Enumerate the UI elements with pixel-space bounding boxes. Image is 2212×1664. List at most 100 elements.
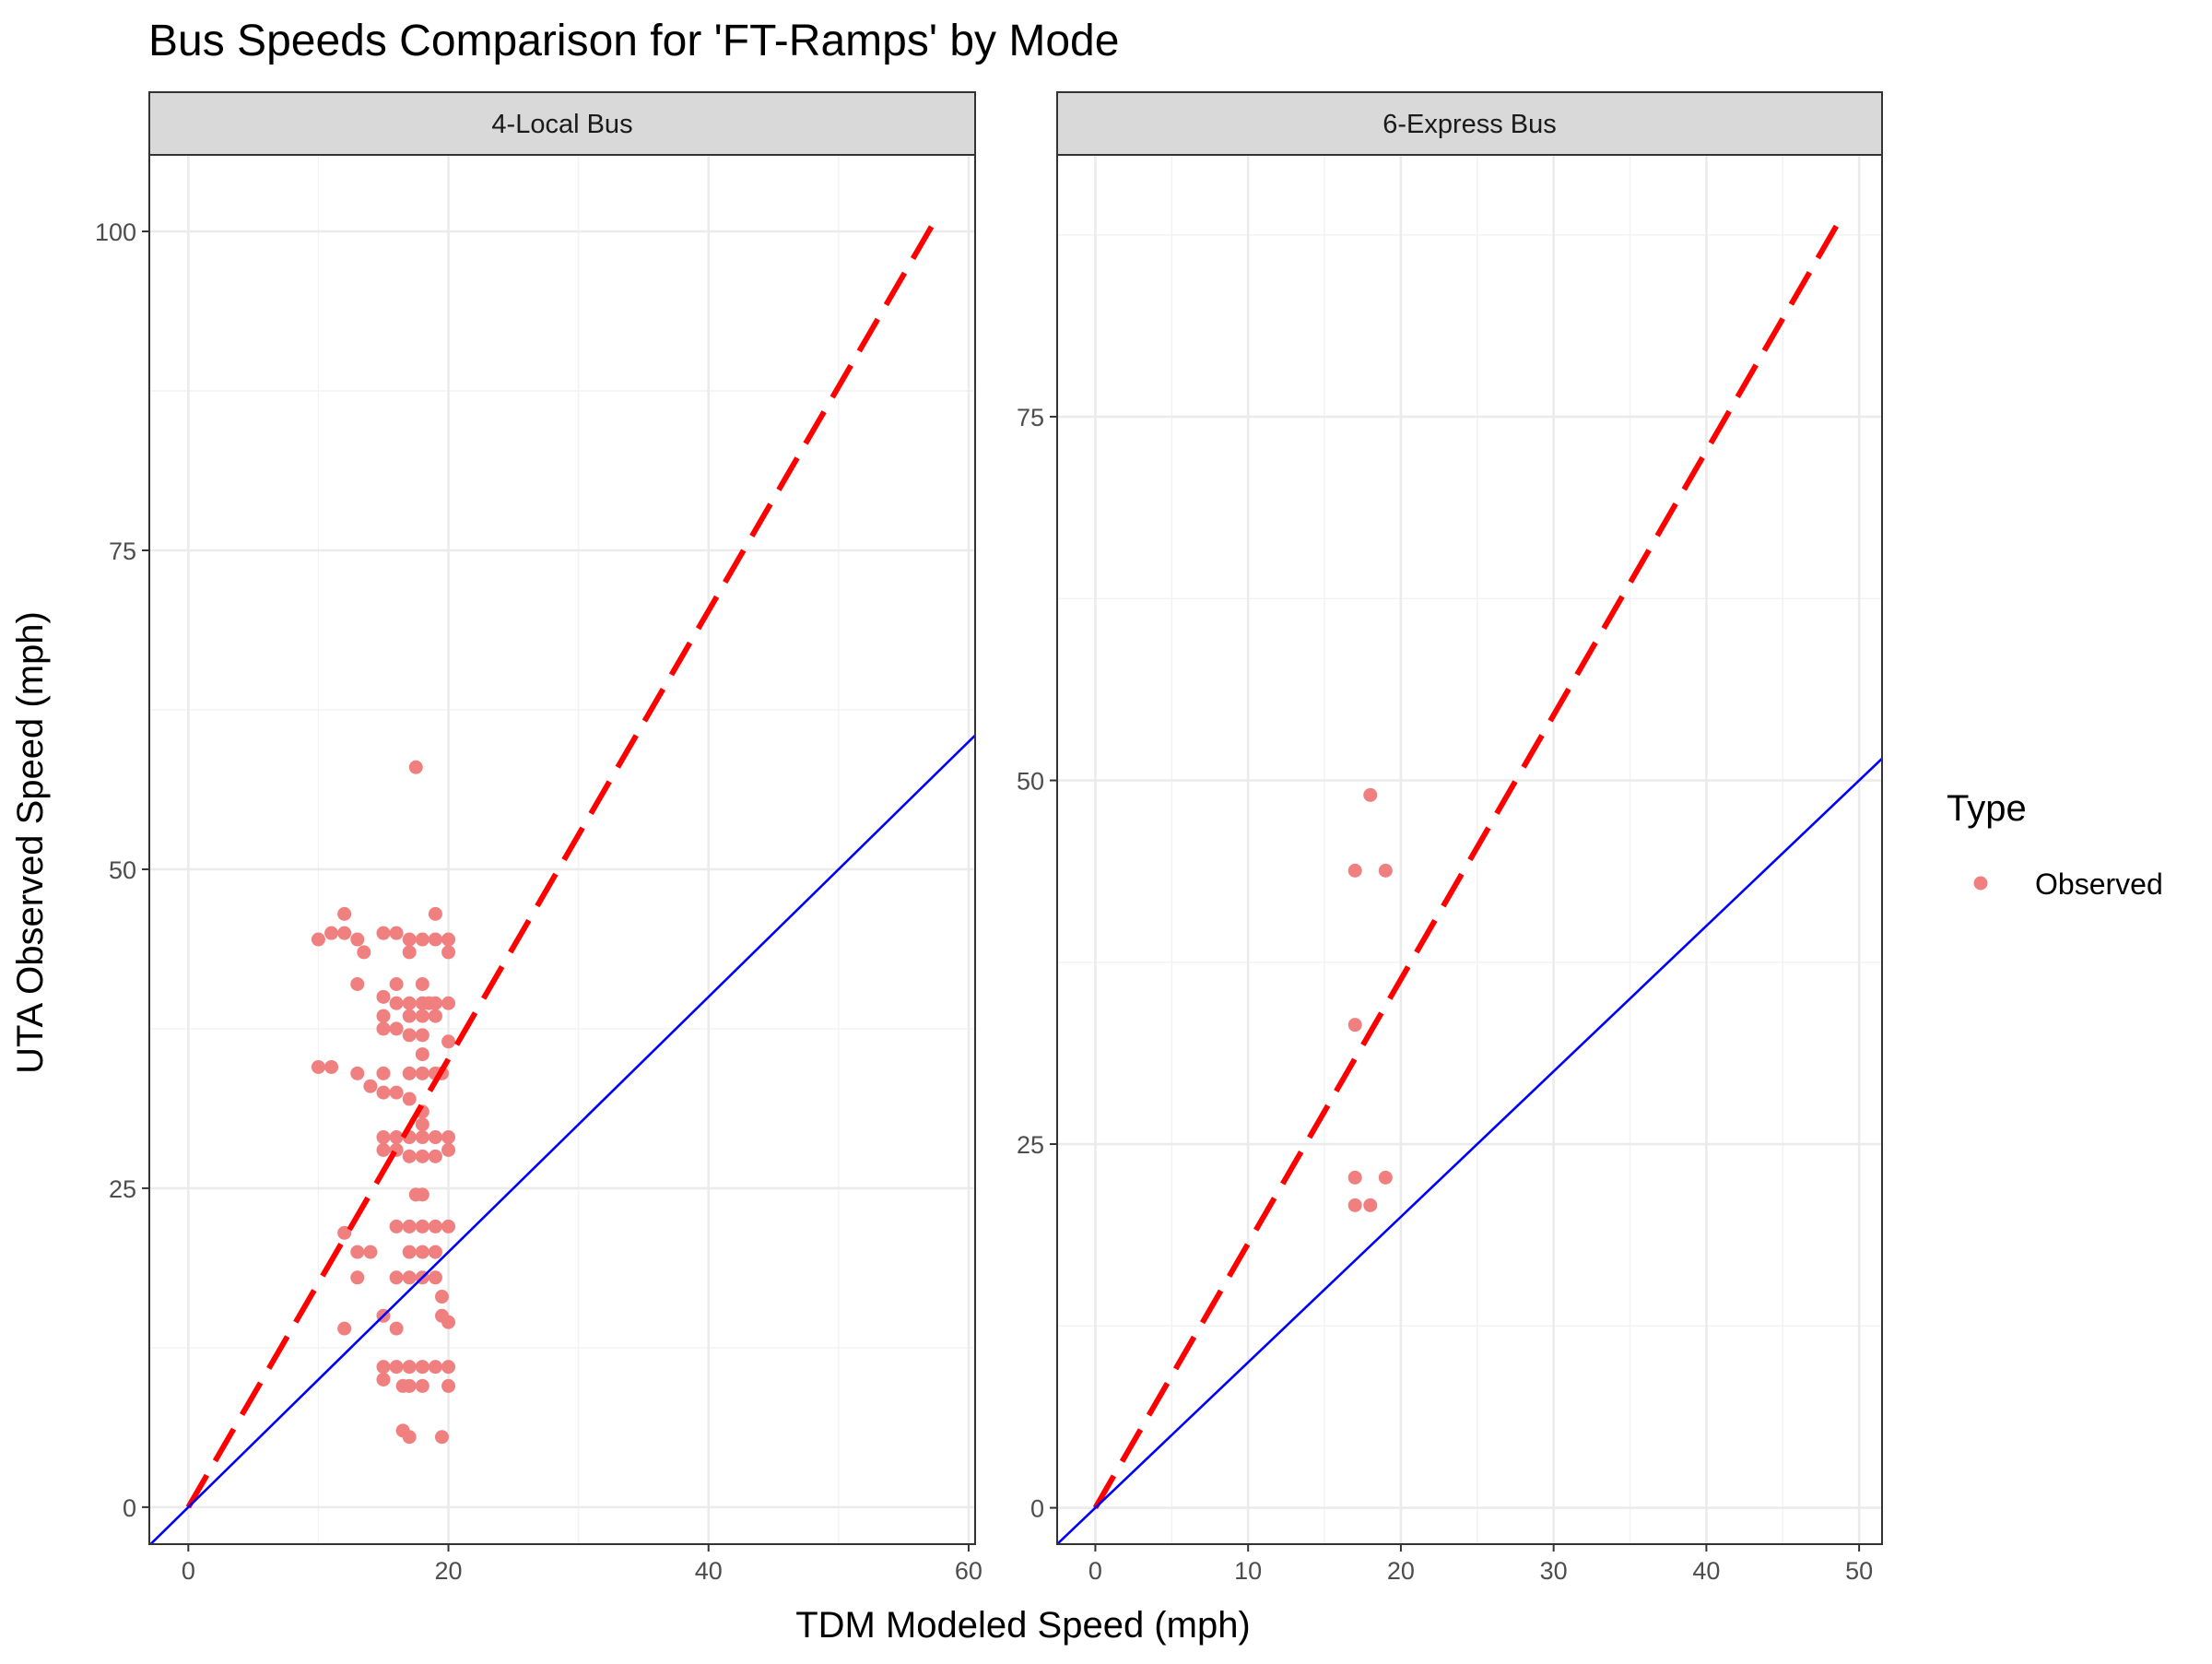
data-point bbox=[415, 1219, 429, 1233]
data-point bbox=[415, 1360, 429, 1375]
data-point bbox=[1363, 1198, 1378, 1212]
facet-strip-label: 6-Express Bus bbox=[1382, 110, 1557, 139]
data-point bbox=[428, 1149, 442, 1163]
data-point bbox=[428, 1130, 442, 1145]
panel-border bbox=[1056, 154, 1883, 1545]
data-point bbox=[376, 1360, 391, 1375]
data-point bbox=[415, 976, 429, 991]
facet-strip-label: 4-Local Bus bbox=[491, 110, 632, 139]
data-point bbox=[415, 1047, 429, 1062]
y-tick-label: 75 bbox=[109, 537, 136, 565]
data-point bbox=[324, 926, 339, 940]
x-tick-label: 30 bbox=[1540, 1557, 1568, 1585]
data-point bbox=[1347, 863, 1362, 878]
data-point bbox=[350, 1245, 365, 1259]
data-point bbox=[402, 1028, 417, 1043]
data-point bbox=[376, 926, 391, 940]
chart-title: Bus Speeds Comparison for 'FT-Ramps' by … bbox=[148, 17, 1119, 65]
data-point bbox=[441, 945, 456, 960]
data-point bbox=[415, 1245, 429, 1259]
data-point bbox=[363, 1245, 378, 1259]
data-point bbox=[1378, 863, 1393, 878]
panel-background bbox=[149, 155, 975, 1544]
data-point bbox=[441, 1130, 456, 1145]
y-tick-label: 75 bbox=[1017, 404, 1044, 431]
data-point bbox=[1347, 1170, 1362, 1185]
data-point bbox=[1347, 1198, 1362, 1212]
data-point bbox=[441, 996, 456, 1010]
facet-strip bbox=[1056, 91, 1883, 156]
facet-panel-1: 4-Local Bus 0 20 40 60 0 25 50 75 100 bbox=[95, 91, 982, 1585]
data-point bbox=[350, 1066, 365, 1080]
legend-title: Type bbox=[1947, 788, 2027, 829]
data-point bbox=[441, 1378, 456, 1393]
panel-background bbox=[1057, 155, 1882, 1544]
x-tick-label: 0 bbox=[1088, 1557, 1102, 1585]
data-point bbox=[389, 1321, 404, 1336]
data-point bbox=[1363, 787, 1378, 802]
data-point bbox=[389, 1219, 404, 1233]
data-point bbox=[389, 976, 404, 991]
data-point bbox=[402, 1430, 417, 1445]
data-point bbox=[337, 1321, 352, 1336]
facet-strip bbox=[148, 91, 976, 156]
data-point bbox=[428, 906, 442, 921]
legend-key-observed bbox=[1973, 876, 1988, 891]
data-point bbox=[337, 926, 352, 940]
data-point bbox=[441, 932, 456, 947]
data-point bbox=[428, 932, 442, 947]
data-point bbox=[434, 1290, 449, 1304]
data-point bbox=[408, 760, 423, 774]
data-point bbox=[389, 1130, 404, 1145]
data-point bbox=[402, 1270, 417, 1285]
data-point bbox=[1347, 1018, 1362, 1033]
y-tick-label: 0 bbox=[123, 1494, 136, 1522]
data-point bbox=[376, 1021, 391, 1036]
data-point bbox=[428, 1270, 442, 1285]
data-point bbox=[350, 976, 365, 991]
data-point bbox=[357, 945, 371, 960]
data-point bbox=[428, 996, 442, 1010]
data-point bbox=[337, 1225, 352, 1240]
data-point bbox=[376, 1085, 391, 1100]
data-point bbox=[441, 1360, 456, 1375]
x-tick-label: 20 bbox=[435, 1557, 463, 1585]
x-tick-label: 40 bbox=[695, 1557, 723, 1585]
x-tick-label: 60 bbox=[955, 1557, 982, 1585]
dashed-reference-line bbox=[1092, 211, 1847, 1510]
identity-line bbox=[1057, 757, 1882, 1544]
identity-line bbox=[149, 734, 975, 1544]
data-point bbox=[389, 1021, 404, 1036]
data-point bbox=[428, 1360, 442, 1375]
data-point bbox=[389, 996, 404, 1010]
x-tick-label: 50 bbox=[1845, 1557, 1873, 1585]
data-point bbox=[1378, 1170, 1393, 1185]
data-point bbox=[389, 1270, 404, 1285]
data-point bbox=[402, 1092, 417, 1106]
data-point bbox=[428, 1009, 442, 1023]
data-point bbox=[402, 932, 417, 947]
data-point bbox=[441, 1142, 456, 1157]
data-point bbox=[389, 926, 404, 940]
data-point bbox=[415, 1378, 429, 1393]
panel-border bbox=[148, 154, 976, 1545]
data-point bbox=[402, 1009, 417, 1023]
y-tick-label: 100 bbox=[95, 218, 136, 246]
data-point bbox=[402, 1219, 417, 1233]
data-point bbox=[402, 1149, 417, 1163]
data-point bbox=[376, 1142, 391, 1157]
data-point bbox=[389, 1085, 404, 1100]
data-point bbox=[402, 1066, 417, 1080]
data-point bbox=[337, 906, 352, 921]
data-point bbox=[408, 1187, 423, 1202]
facet-panel-2: 6-Express Bus 0 10 20 30 40 50 0 25 50 75 bbox=[1017, 91, 1883, 1585]
data-point bbox=[376, 1130, 391, 1145]
data-point bbox=[350, 1270, 365, 1285]
data-point bbox=[350, 932, 365, 947]
data-point bbox=[402, 945, 417, 960]
y-tick-label: 0 bbox=[1030, 1495, 1044, 1523]
data-point bbox=[376, 1372, 391, 1387]
